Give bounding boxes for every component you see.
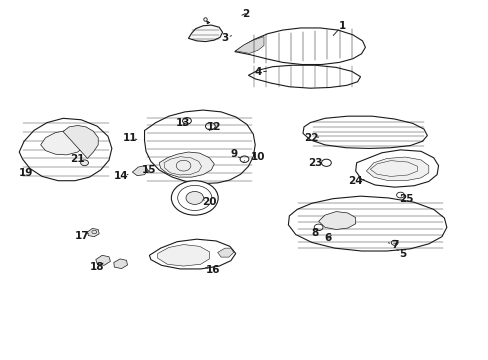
Text: 10: 10: [250, 152, 265, 162]
Text: 1: 1: [338, 21, 345, 31]
Polygon shape: [87, 228, 99, 237]
Text: 25: 25: [398, 194, 413, 204]
Text: 5: 5: [399, 248, 406, 258]
Text: 2: 2: [242, 9, 248, 19]
Polygon shape: [366, 157, 428, 181]
Polygon shape: [159, 152, 214, 177]
Text: 17: 17: [75, 231, 90, 240]
Text: 8: 8: [311, 228, 318, 238]
Text: 15: 15: [142, 165, 156, 175]
Circle shape: [81, 160, 88, 166]
Polygon shape: [235, 37, 264, 53]
Text: 22: 22: [304, 133, 318, 143]
Circle shape: [171, 181, 218, 215]
Polygon shape: [19, 118, 112, 181]
Polygon shape: [288, 196, 446, 251]
Polygon shape: [234, 28, 365, 64]
Text: 4: 4: [254, 67, 261, 77]
Polygon shape: [114, 259, 127, 269]
Polygon shape: [355, 150, 438, 187]
Text: 14: 14: [114, 171, 129, 181]
Text: 16: 16: [205, 265, 220, 275]
Polygon shape: [96, 255, 110, 265]
Text: 18: 18: [90, 262, 104, 272]
Text: 6: 6: [324, 233, 331, 243]
Polygon shape: [248, 65, 360, 88]
Text: 3: 3: [221, 33, 228, 43]
Polygon shape: [217, 248, 233, 257]
Text: 24: 24: [347, 176, 362, 186]
Text: 20: 20: [202, 197, 216, 207]
Polygon shape: [132, 166, 148, 176]
Polygon shape: [149, 239, 235, 269]
Polygon shape: [188, 25, 222, 41]
Polygon shape: [63, 126, 98, 158]
Circle shape: [185, 192, 203, 204]
Text: 9: 9: [230, 149, 237, 159]
Text: 23: 23: [307, 158, 322, 168]
Text: 21: 21: [70, 154, 85, 164]
Polygon shape: [303, 116, 427, 148]
Text: 12: 12: [206, 122, 221, 132]
Text: 11: 11: [122, 133, 137, 143]
Polygon shape: [144, 110, 255, 184]
Text: 7: 7: [390, 240, 398, 250]
Polygon shape: [158, 244, 209, 266]
Polygon shape: [318, 212, 355, 229]
Text: 19: 19: [19, 168, 33, 178]
Polygon shape: [41, 131, 84, 155]
Text: 13: 13: [176, 118, 190, 128]
